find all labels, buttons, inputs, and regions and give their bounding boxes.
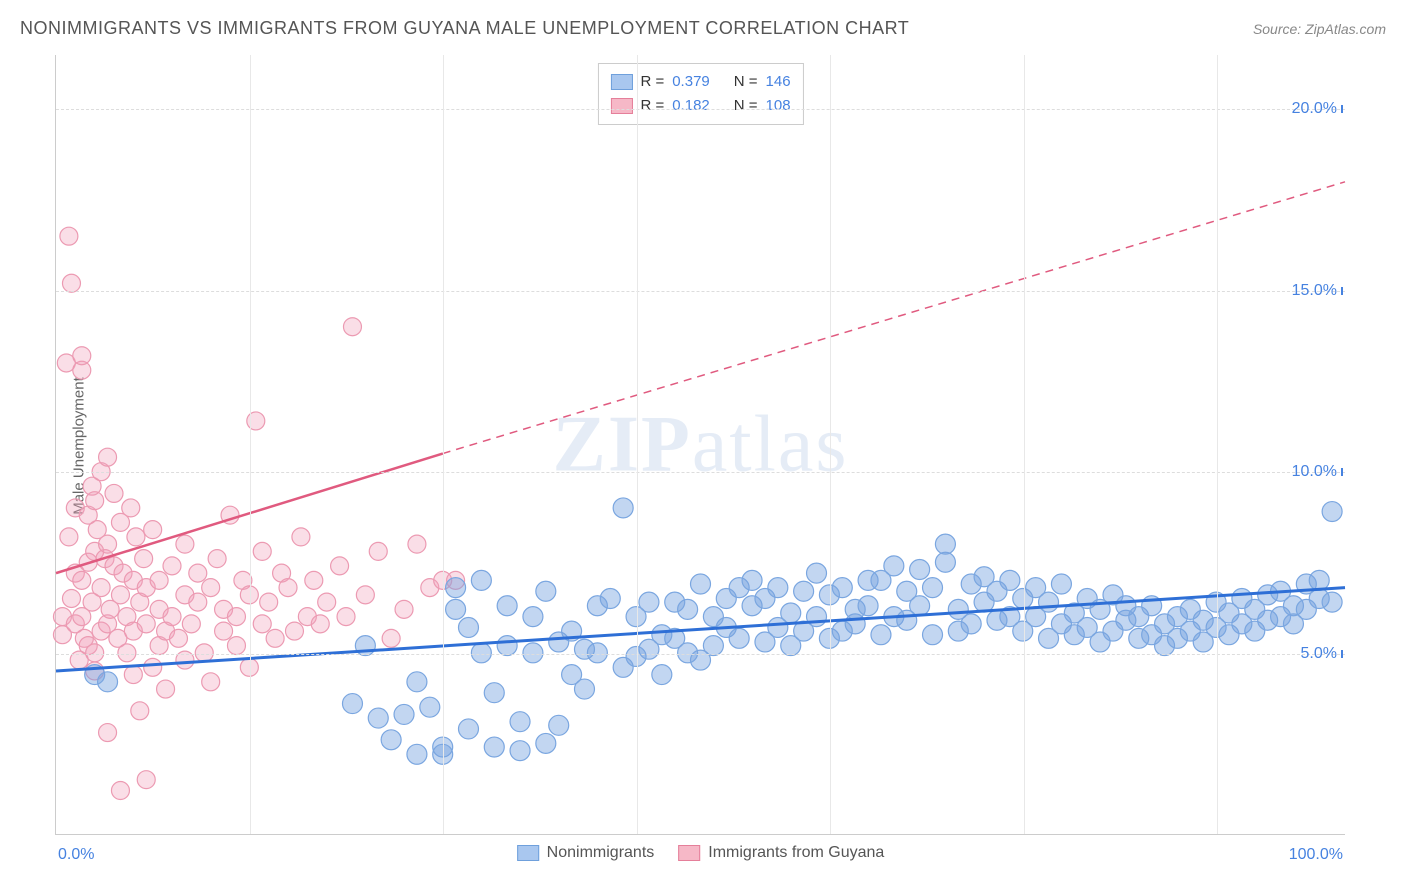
legend-r-value: 0.182 — [672, 94, 710, 118]
legend-item: Immigrants from Guyana — [678, 844, 884, 862]
legend-series: Nonimmigrants Immigrants from Guyana — [517, 844, 885, 862]
legend-n-value: 108 — [766, 94, 791, 118]
legend-series-label: Nonimmigrants — [547, 844, 655, 862]
legend-n-label: N = — [734, 94, 758, 118]
legend-n-label: N = — [734, 70, 758, 94]
legend-r-label: R = — [640, 70, 664, 94]
legend-stats-box: R = 0.379 N = 146 R = 0.182 N = 108 — [597, 63, 803, 125]
chart-header: NONIMMIGRANTS VS IMMIGRANTS FROM GUYANA … — [20, 18, 1386, 39]
legend-series-label: Immigrants from Guyana — [708, 844, 884, 862]
legend-swatch-blue — [610, 74, 632, 90]
legend-swatch-blue — [517, 845, 539, 861]
source-attribution: Source: ZipAtlas.com — [1253, 21, 1386, 37]
legend-r-value: 0.379 — [672, 70, 710, 94]
legend-item: Nonimmigrants — [517, 844, 655, 862]
legend-swatch-pink — [678, 845, 700, 861]
chart-plot-area: ZIPatlas R = 0.379 N = 146 R = 0.182 N =… — [55, 55, 1345, 835]
chart-title: NONIMMIGRANTS VS IMMIGRANTS FROM GUYANA … — [20, 18, 909, 39]
legend-n-value: 146 — [766, 70, 791, 94]
legend-swatch-pink — [610, 98, 632, 114]
legend-r-label: R = — [640, 94, 664, 118]
